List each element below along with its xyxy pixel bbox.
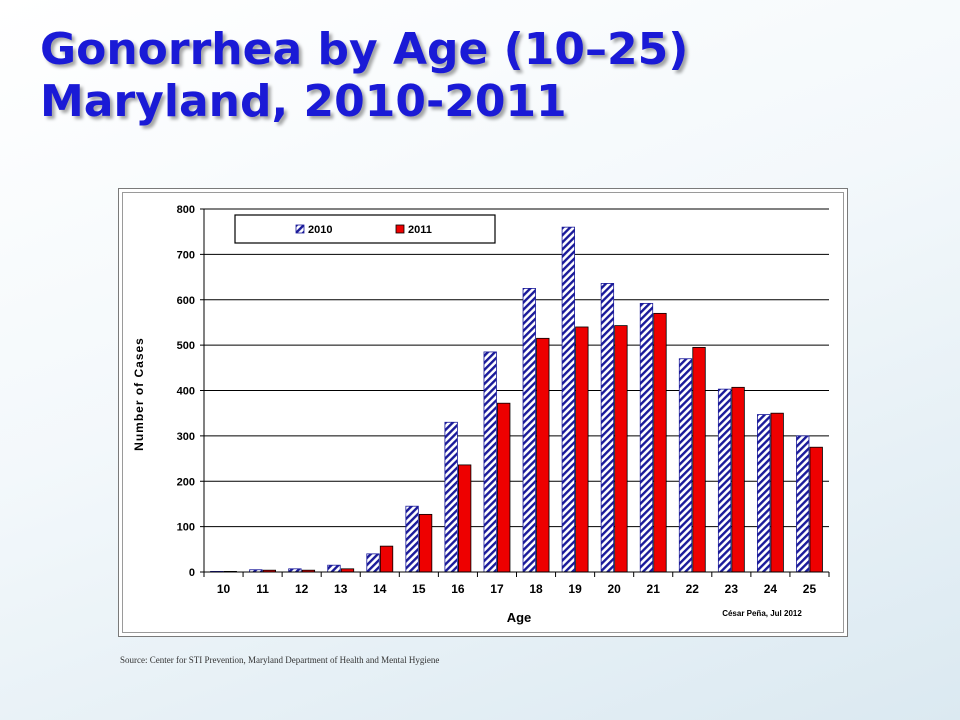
x-tick-label: 12 xyxy=(295,582,309,596)
bar-2011-15 xyxy=(418,513,433,573)
slide-title-line2: Maryland, 2010-2011 xyxy=(40,76,567,127)
bar-2011-19 xyxy=(575,326,589,573)
bar-2011-24 xyxy=(770,412,784,573)
bar-2010-16 xyxy=(444,421,458,573)
x-tick-label: 13 xyxy=(334,582,348,596)
bar-chart: 0 100 200 300 400 500 600 700 800 10 11 12 13 14 15 16 1… xyxy=(132,204,830,625)
bar-2010-17 xyxy=(483,351,497,573)
bar-2010-19 xyxy=(561,226,575,573)
bar-2010-22 xyxy=(678,358,693,573)
y-tick-label: 0 xyxy=(189,567,195,579)
x-axis-label: Age xyxy=(507,610,532,625)
bar-2010-23 xyxy=(717,388,732,573)
bar-2011-14 xyxy=(379,545,394,573)
x-tick-label: 15 xyxy=(412,582,426,596)
y-axis-label: Number of Cases xyxy=(132,337,146,451)
chart-frame: 0 100 200 300 400 500 600 700 800 10 11 12 13 14 15 16 1… xyxy=(118,188,848,637)
author-annotation: César Peña, Jul 2012 xyxy=(722,609,802,618)
x-tick-label: 14 xyxy=(373,582,387,596)
legend-label-2010: 2010 xyxy=(308,224,332,236)
slide-title-line1: Gonorrhea by Age (10–25) xyxy=(40,24,689,75)
x-tick-label: 24 xyxy=(764,582,778,596)
y-tick-label: 200 xyxy=(177,476,195,488)
bar-2010-25 xyxy=(796,435,810,573)
x-tick-label: 19 xyxy=(568,582,582,596)
x-tick-label: 25 xyxy=(803,582,817,596)
legend-swatch-2011 xyxy=(395,224,405,234)
bar-2010-24 xyxy=(757,414,771,573)
source-note: Source: Center for STI Prevention, Maryl… xyxy=(120,655,440,665)
x-tick-label: 23 xyxy=(725,582,739,596)
x-tick-label: 17 xyxy=(490,582,504,596)
bar-2011-25 xyxy=(809,446,823,573)
y-tick-label: 100 xyxy=(177,522,195,534)
y-tick-label: 800 xyxy=(177,204,195,216)
y-tick-label: 600 xyxy=(177,295,195,307)
bar-2010-13 xyxy=(327,564,341,573)
bar-2010-21 xyxy=(639,302,654,573)
legend-label-2011: 2011 xyxy=(408,224,432,236)
y-tick-label: 700 xyxy=(177,249,195,261)
y-tick-label: 400 xyxy=(177,386,195,398)
bar-2011-16 xyxy=(458,464,472,573)
x-tick-label: 20 xyxy=(607,582,621,596)
bar-2011-23 xyxy=(731,386,745,573)
bar-2010-18 xyxy=(522,288,536,573)
slide-title: Gonorrhea by Age (10–25) Maryland, 2010-… xyxy=(40,24,688,128)
bar-2010-14 xyxy=(366,553,380,573)
x-tick-label: 22 xyxy=(686,582,700,596)
x-tick-label: 21 xyxy=(647,582,661,596)
x-tick-label: 11 xyxy=(256,582,269,596)
bar-2011-17 xyxy=(497,402,511,573)
bar-2011-18 xyxy=(536,337,550,573)
bar-2011-20 xyxy=(614,325,628,573)
y-tick-label: 500 xyxy=(177,340,195,352)
x-tick-label: 10 xyxy=(217,582,231,596)
bar-2010-15 xyxy=(405,505,419,573)
bar-2010-20 xyxy=(600,283,615,573)
bar-2011-22 xyxy=(692,346,706,573)
y-tick-label: 300 xyxy=(177,431,195,443)
x-tick-label: 16 xyxy=(451,582,465,596)
legend-box xyxy=(234,214,496,244)
legend-swatch-2010 xyxy=(295,224,305,234)
x-tick-label: 18 xyxy=(529,582,543,596)
bar-2011-21 xyxy=(653,312,667,573)
